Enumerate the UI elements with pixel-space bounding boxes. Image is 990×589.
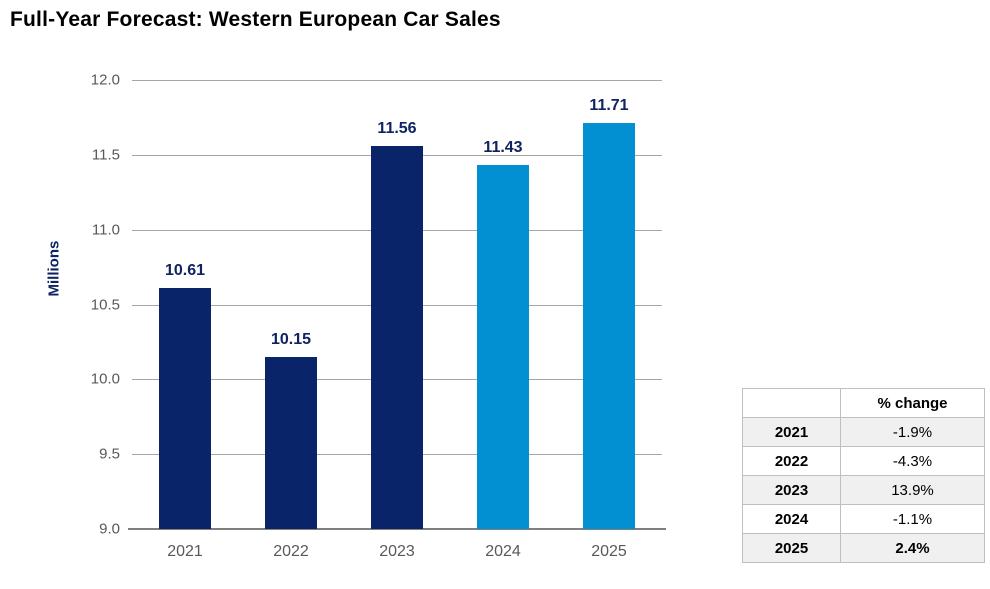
table-row-2023: 2023 13.9% <box>742 475 985 505</box>
table-year-cell: 2022 <box>742 446 841 476</box>
table-row-2022: 2022 -4.3% <box>742 446 985 476</box>
y-axis-tick-label: 10.5 <box>90 296 120 313</box>
y-axis-tick-label: 11.5 <box>91 146 120 164</box>
table-row-2021: 2021 -1.9% <box>742 417 985 447</box>
y-axis-tick-label: 11.0 <box>91 221 120 239</box>
x-axis-tick-label-2021: 2021 <box>167 543 203 560</box>
gridline <box>132 80 662 81</box>
bar-data-label-2024: 11.43 <box>483 139 523 157</box>
pct-change-table: % change 2021 -1.9% 2022 -4.3% 2023 13.9% 2024-… <box>742 388 985 563</box>
y-axis-tick-label: 9.0 <box>99 520 120 538</box>
table-year-cell: 2023 <box>742 475 841 505</box>
y-axis-tick-label: 10.0 <box>90 370 120 388</box>
bar-2025 <box>583 123 635 529</box>
x-axis-tick-label-2023: 2023 <box>379 543 415 560</box>
bar-data-label-2022: 10.15 <box>270 330 312 348</box>
plot-area: 9.0 9.5 10.0 10.5 11.0 11.5 12.0 10.61 2021 10.15… <box>91 72 666 560</box>
y-axis-title: Millions <box>45 240 63 297</box>
y-axis-tick-label: 9.5 <box>99 445 120 463</box>
table-pct-change-cell: 2.4% <box>840 533 985 563</box>
x-axis-line <box>128 528 666 530</box>
table-year-cell: 2025 <box>742 533 841 563</box>
bar-slot-2025: 11.71 2025 <box>556 80 662 560</box>
table-header-row: % change <box>742 388 985 418</box>
bar-slot-2022: 10.15 2022 <box>238 80 344 560</box>
bar-2024 <box>477 165 529 529</box>
bar-2021 <box>159 288 211 529</box>
table-year-cell: 2024 <box>742 504 841 534</box>
table-header-blank <box>742 388 841 418</box>
bar-data-label-2021: 10.61 <box>164 262 206 280</box>
table-pct-change-cell: 13.9% <box>840 475 985 505</box>
bar-data-label-2023: 11.56 <box>377 119 417 137</box>
table-year-cell: 2021 <box>742 417 841 447</box>
table-pct-change-cell: -4.3% <box>840 446 985 476</box>
table-row-2025: 2025 2.4% <box>742 533 985 563</box>
x-axis-tick-label-2025: 2025 <box>591 543 627 560</box>
bar-data-label-2025: 11.71 <box>589 97 629 115</box>
bar-slot-2024: 11.43 2024 <box>450 80 556 560</box>
bar-slot-2021: 10.61 2021 <box>132 80 238 560</box>
table-pct-change-cell: -1.1% <box>840 504 985 534</box>
y-axis-tick-label: 12.0 <box>90 71 120 89</box>
bar-slot-2023: 11.56 2023 <box>344 80 450 560</box>
table-header-pct-change: % change <box>840 388 985 418</box>
x-axis-tick-label-2024: 2024 <box>485 543 521 560</box>
bar-2022 <box>265 356 317 529</box>
table-row-2024: 2024 -1.1% <box>742 504 985 534</box>
chart-title: Full-Year Forecast: Western European Car… <box>10 8 501 31</box>
bar-2023 <box>371 145 423 529</box>
table-pct-change-cell: -1.9% <box>840 417 985 447</box>
x-axis-tick-label-2022: 2022 <box>273 543 309 560</box>
